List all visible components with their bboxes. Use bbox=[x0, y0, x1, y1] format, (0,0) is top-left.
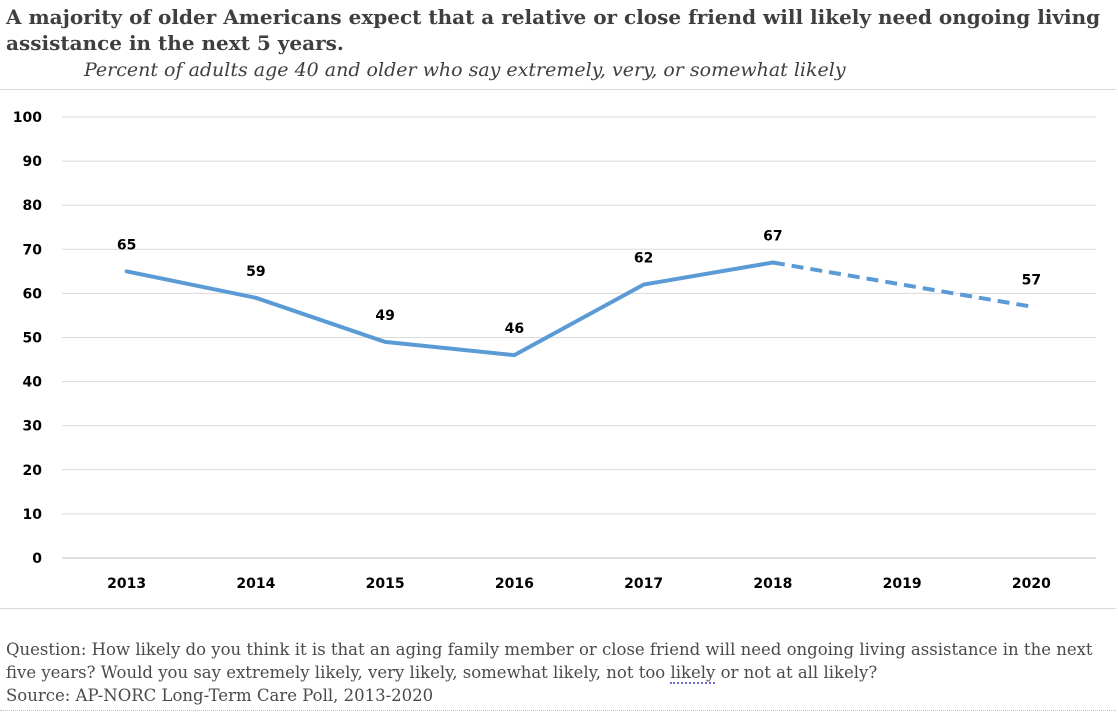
x-tick-label: 2017 bbox=[624, 576, 663, 592]
series-lines bbox=[124, 260, 1032, 358]
x-tick-label: 2016 bbox=[495, 576, 534, 592]
y-tick-label: 30 bbox=[23, 419, 43, 435]
x-tick-label: 2014 bbox=[236, 576, 275, 592]
data-labels: 65 59 49 46 62 67 57 bbox=[117, 229, 1041, 338]
data-label: 65 bbox=[117, 237, 136, 253]
data-label: 59 bbox=[246, 264, 265, 280]
series-line-dashed bbox=[772, 260, 1032, 309]
y-tick-label: 70 bbox=[23, 242, 43, 258]
y-tick-label: 100 bbox=[13, 110, 42, 126]
bottom-divider bbox=[0, 710, 1116, 711]
y-tick-label: 20 bbox=[23, 463, 43, 479]
x-tick-label: 2018 bbox=[753, 576, 792, 592]
data-label: 46 bbox=[505, 321, 524, 337]
y-axis-ticks: 0 10 20 30 40 50 60 70 80 90 100 bbox=[13, 110, 42, 567]
chart-subtitle: Percent of adults age 40 and older who s… bbox=[84, 59, 846, 81]
chart-area: 0 10 20 30 40 50 60 70 80 90 100 2013 2014 2015 2016 2… bbox=[0, 89, 1116, 609]
series-line-solid bbox=[124, 260, 775, 358]
gridlines bbox=[62, 116, 1096, 559]
y-tick-label: 0 bbox=[32, 551, 42, 567]
x-tick-label: 2020 bbox=[1012, 576, 1051, 592]
y-tick-label: 50 bbox=[23, 331, 43, 347]
spellcheck-word: likely bbox=[670, 663, 716, 684]
x-tick-label: 2019 bbox=[883, 576, 922, 592]
data-label: 62 bbox=[634, 251, 653, 267]
data-label: 67 bbox=[763, 229, 782, 245]
y-tick-label: 40 bbox=[23, 375, 43, 391]
y-tick-label: 60 bbox=[23, 286, 43, 302]
x-axis-ticks: 2013 2014 2015 2016 2017 2018 2019 2020 bbox=[107, 576, 1051, 592]
chart-footer: Question: How likely do you think it is … bbox=[6, 638, 1106, 707]
question-text: Question: How likely do you think it is … bbox=[6, 640, 1093, 684]
chart-title: A majority of older Americans expect tha… bbox=[6, 5, 1101, 55]
source-text: Source: AP-NORC Long-Term Care Poll, 201… bbox=[6, 686, 434, 705]
y-tick-label: 80 bbox=[23, 198, 43, 214]
y-tick-label: 90 bbox=[23, 154, 43, 170]
y-tick-label: 10 bbox=[23, 507, 43, 523]
x-tick-label: 2015 bbox=[366, 576, 405, 592]
x-tick-label: 2013 bbox=[107, 576, 146, 592]
data-label: 57 bbox=[1022, 273, 1041, 289]
data-label: 49 bbox=[375, 308, 394, 324]
